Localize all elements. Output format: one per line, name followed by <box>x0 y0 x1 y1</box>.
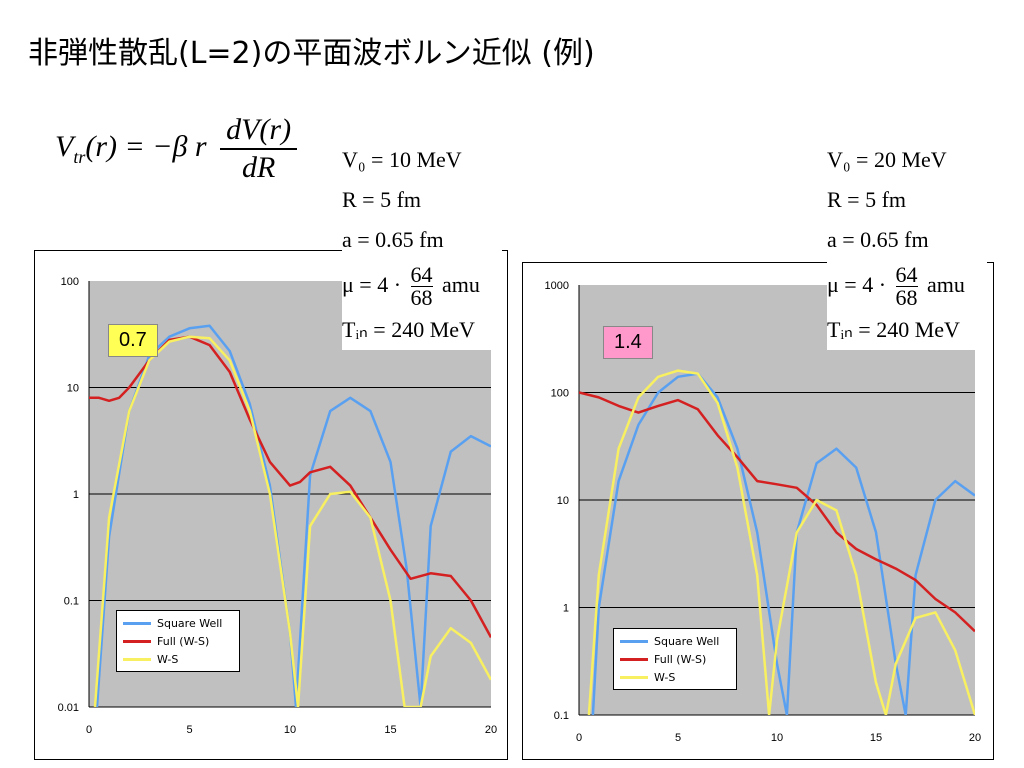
legend-item-full-left: Full (W-S) <box>123 632 233 650</box>
param-v0-left: V₀ = 10 MeV <box>342 147 462 172</box>
formula-denominator: dR <box>241 151 276 184</box>
badge-left: 0.7 <box>108 324 158 357</box>
right-series-2-line <box>587 369 975 715</box>
legend-swatch <box>123 621 151 625</box>
right-y-tick-label: 1 <box>563 603 569 615</box>
param-a-left: a = 0.65 fm <box>342 227 444 252</box>
slide-title: 非弾性散乱(L=2)の平面波ボルン近似 (例) <box>28 36 595 71</box>
legend-label: Full (W-S) <box>654 652 707 666</box>
left-series-0-line <box>95 324 491 707</box>
legend-item-ws-right: W-S <box>620 668 730 686</box>
formula-fraction: dV(r) dR <box>220 112 298 186</box>
formula-lhs-v: V <box>55 129 74 163</box>
param-mu-left: μ = 4 · 64 68 amu <box>342 260 502 310</box>
legend-item-square-well-left: Square Well <box>123 614 233 632</box>
right-x-tick-label: 10 <box>771 732 783 744</box>
legend-swatch <box>620 657 648 661</box>
right-series-0-line <box>591 372 975 715</box>
param-r-left: R = 5 fm <box>342 187 422 212</box>
param-mu-den-right: 68 <box>895 285 918 311</box>
legend-label: Full (W-S) <box>157 634 210 648</box>
params-right: V₀ = 20 MeV R = 5 fm a = 0.65 fm μ = 4 ·… <box>827 140 987 350</box>
param-mu-den-left: 68 <box>410 285 433 311</box>
left-y-tick-label: 0.1 <box>64 596 79 608</box>
left-x-tick-label: 0 <box>86 724 92 736</box>
right-series-1-line <box>579 391 975 633</box>
param-mu-frac-left: 64 68 <box>410 262 433 311</box>
left-x-tick-label: 10 <box>284 724 296 736</box>
param-mu-unit-right: amu <box>927 272 965 297</box>
formula-lhs-arg: (r) <box>85 129 117 163</box>
params-left: V₀ = 10 MeV R = 5 fm a = 0.65 fm μ = 4 ·… <box>342 140 502 350</box>
legend-item-square-well-right: Square Well <box>620 632 730 650</box>
param-mu-num-right: 64 <box>895 262 918 288</box>
right-x-tick-label: 20 <box>969 732 981 744</box>
param-mu-right: μ = 4 · 64 68 amu <box>827 260 987 310</box>
legend-label: Square Well <box>157 616 223 630</box>
right-x-tick-label: 15 <box>870 732 882 744</box>
left-x-tick-label: 20 <box>485 724 497 736</box>
param-tin-left: Tᵢₙ = 240 MeV <box>342 317 475 342</box>
legend-label: W-S <box>654 670 676 684</box>
right-y-tick-label: 10 <box>557 495 569 507</box>
param-mu-prefix-right: μ = 4 · <box>827 272 887 297</box>
legend-left: Square Well Full (W-S) W-S <box>116 610 240 672</box>
legend-label: Square Well <box>654 634 720 648</box>
legend-swatch <box>123 657 151 661</box>
param-a-right: a = 0.65 fm <box>827 227 929 252</box>
param-tin-right: Tᵢₙ = 240 MeV <box>827 317 960 342</box>
legend-swatch <box>123 639 151 643</box>
right-y-tick-label: 0.1 <box>554 710 569 722</box>
param-v0-right: V₀ = 20 MeV <box>827 147 947 172</box>
param-mu-num-left: 64 <box>410 262 433 288</box>
badge-right: 1.4 <box>603 326 653 359</box>
right-x-tick-label: 0 <box>576 732 582 744</box>
left-y-tick-label: 100 <box>61 276 79 288</box>
legend-label: W-S <box>157 652 179 666</box>
left-y-tick-label: 0.01 <box>58 702 79 714</box>
formula-numerator: dV(r) <box>220 112 298 150</box>
formula-lhs-sub: tr <box>73 146 86 167</box>
left-y-tick-label: 1 <box>73 489 79 501</box>
left-series-2-line <box>93 335 491 707</box>
param-r-right: R = 5 fm <box>827 187 907 212</box>
legend-swatch <box>620 639 648 643</box>
formula-eq: = −β r <box>124 129 207 163</box>
right-x-tick-label: 5 <box>675 732 681 744</box>
legend-item-full-right: Full (W-S) <box>620 650 730 668</box>
left-y-tick-label: 10 <box>67 383 79 395</box>
param-mu-frac-right: 64 68 <box>895 262 918 311</box>
transition-potential-formula: Vtr(r) = −β r dV(r) dR <box>55 112 298 186</box>
legend-swatch <box>620 675 648 679</box>
legend-item-ws-left: W-S <box>123 650 233 668</box>
right-y-tick-label: 1000 <box>545 280 569 292</box>
left-x-tick-label: 5 <box>186 724 192 736</box>
param-mu-unit-left: amu <box>442 272 480 297</box>
left-x-tick-label: 15 <box>384 724 396 736</box>
legend-right: Square Well Full (W-S) W-S <box>613 628 737 690</box>
left-series-1-line <box>89 335 491 638</box>
param-mu-prefix-left: μ = 4 · <box>342 272 402 297</box>
right-y-tick-label: 100 <box>551 388 569 400</box>
